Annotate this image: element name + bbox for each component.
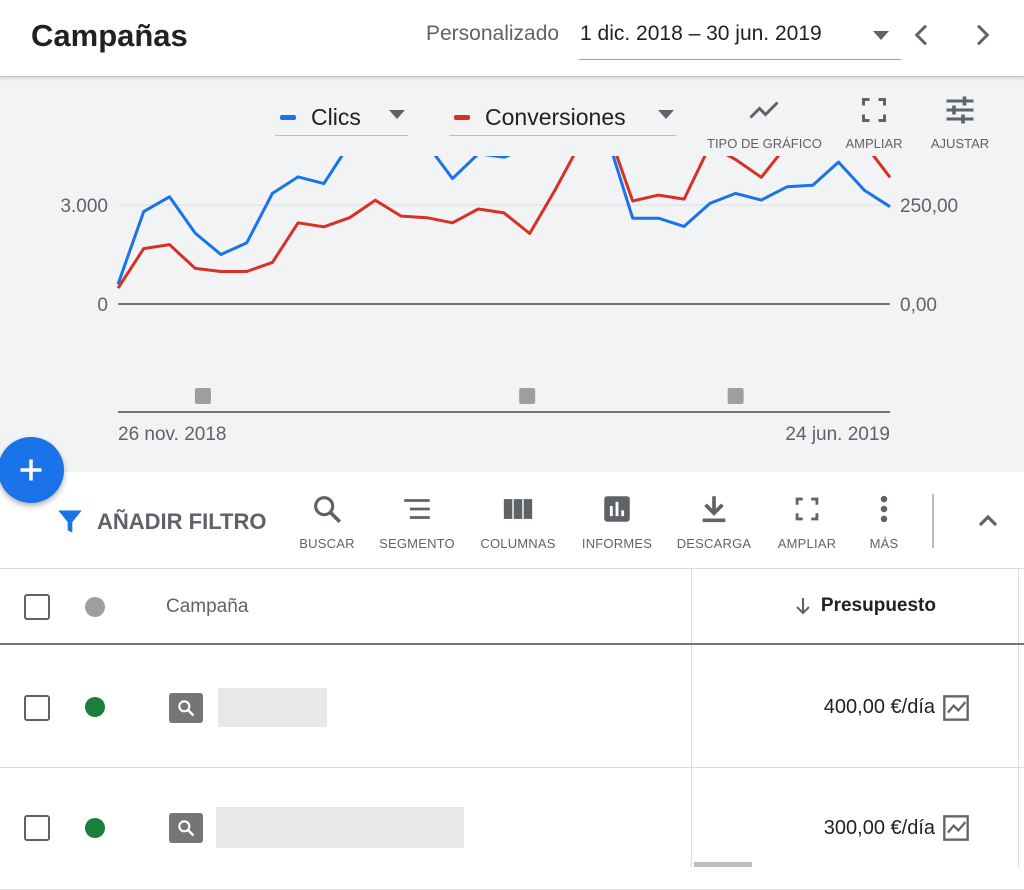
- page-title: Campañas: [31, 18, 188, 53]
- campaign-name-redacted[interactable]: [216, 807, 464, 848]
- chart-type-label: TIPO DE GRÁFICO: [707, 136, 822, 151]
- status-enabled-icon: [85, 818, 105, 838]
- status-enabled-icon: [85, 697, 105, 717]
- fullscreen-icon: [795, 497, 819, 521]
- metric-1-label: Clics: [311, 104, 361, 130]
- chevron-up-icon: [978, 514, 998, 527]
- columns-icon: [503, 499, 533, 519]
- sort-arrow-down-icon: [796, 598, 810, 615]
- table-row[interactable]: 300,00 €/día: [0, 769, 1024, 890]
- column-header-campaign[interactable]: Campaña: [166, 596, 249, 617]
- performance-chart-panel: Clics Conversiones TIPO DE GRÁFICO AMPLI…: [0, 78, 1024, 472]
- x-start-label: 26 nov. 2018: [118, 424, 226, 445]
- search-button[interactable]: BUSCAR: [296, 492, 358, 556]
- filter-icon: [58, 510, 82, 533]
- chart-adjust-label: AJUSTAR: [930, 136, 990, 151]
- reports-label: INFORMES: [581, 536, 653, 551]
- campaign-name-redacted[interactable]: [218, 688, 327, 727]
- download-button[interactable]: DESCARGA: [674, 492, 754, 556]
- series-line-conversiones: [116, 156, 892, 290]
- chart-adjust-button[interactable]: AJUSTAR: [928, 92, 992, 156]
- column-divider: [1018, 569, 1019, 867]
- metric-1-swatch: [280, 115, 296, 120]
- dropdown-caret-icon: [389, 110, 405, 119]
- status-header-icon: [85, 597, 105, 617]
- row-checkbox[interactable]: [24, 695, 50, 721]
- chevron-right-icon: [976, 24, 990, 46]
- toolbar-divider: [932, 494, 934, 548]
- columns-label: COLUMNAS: [480, 536, 556, 551]
- y-right-tick-label: 250,00: [900, 196, 958, 217]
- segment-label: SEGMENTO: [379, 536, 455, 551]
- fullscreen-button[interactable]: AMPLIAR: [773, 492, 841, 556]
- date-range-value: 1 dic. 2018 – 30 jun. 2019: [580, 22, 822, 45]
- show-chart-icon: [749, 101, 779, 119]
- create-button[interactable]: [0, 437, 64, 503]
- fullscreen-label: AMPLIAR: [777, 536, 837, 551]
- series-line-clics: [116, 156, 891, 285]
- row-checkbox[interactable]: [24, 815, 50, 841]
- columns-button[interactable]: COLUMNAS: [476, 492, 560, 556]
- add-filter-label: AÑADIR FILTRO: [97, 509, 267, 534]
- metric-2-swatch: [454, 115, 470, 120]
- chart-expand-label: AMPLIAR: [845, 136, 903, 151]
- more-button[interactable]: MÁS: [861, 492, 907, 556]
- column-divider: [691, 569, 692, 867]
- chart-expand-button[interactable]: AMPLIAR: [843, 92, 905, 156]
- date-range-type-label: Personalizado: [426, 22, 560, 45]
- annotation-marker[interactable]: [727, 388, 744, 404]
- search-icon: [178, 820, 195, 837]
- tune-icon: [946, 96, 974, 124]
- chart-type-button[interactable]: TIPO DE GRÁFICO: [707, 92, 822, 156]
- metric-2-label: Conversiones: [485, 104, 626, 130]
- column-header-budget[interactable]: Presupuesto: [796, 595, 936, 617]
- table-row[interactable]: 400,00 €/día: [0, 647, 1024, 768]
- annotation-marker[interactable]: [194, 388, 211, 404]
- select-all-checkbox[interactable]: [24, 594, 50, 620]
- top-bar: Campañas Personalizado 1 dic. 2018 – 30 …: [0, 0, 1024, 77]
- table-toolbar: AÑADIR FILTRO BUSCAR SEGMENTO COLUMNAS I…: [0, 472, 1024, 569]
- fullscreen-icon: [862, 98, 886, 122]
- more-label: MÁS: [869, 536, 899, 551]
- budget-chart-icon[interactable]: [942, 814, 970, 842]
- metric-1-select[interactable]: Clics: [275, 100, 408, 136]
- budget-value: 300,00 €/día: [823, 817, 935, 839]
- reports-button[interactable]: INFORMES: [578, 492, 656, 556]
- date-range-select[interactable]: 1 dic. 2018 – 30 jun. 2019: [579, 14, 901, 60]
- next-period-button[interactable]: [966, 19, 998, 51]
- download-icon: [702, 496, 726, 523]
- annotation-marker[interactable]: [519, 388, 536, 404]
- collapse-chart-button[interactable]: [972, 505, 1004, 537]
- y-left-tick-label: 0: [97, 295, 108, 316]
- campaigns-table: Campaña Presupuesto 400,00 €/día 300,00 …: [0, 569, 1024, 890]
- campaign-type-badge: [169, 693, 203, 723]
- reports-icon: [604, 496, 630, 522]
- more-vert-icon: [880, 495, 888, 523]
- budget-chart-icon[interactable]: [942, 694, 970, 722]
- chevron-left-icon: [914, 24, 928, 46]
- metric-2-select[interactable]: Conversiones: [449, 100, 676, 136]
- y-left-tick-label: 3.000: [60, 196, 108, 217]
- x-end-label: 24 jun. 2019: [785, 424, 890, 445]
- segment-button[interactable]: SEGMENTO: [375, 492, 459, 556]
- plus-icon: [20, 459, 42, 481]
- budget-value: 400,00 €/día: [823, 696, 935, 718]
- segment-icon: [404, 499, 430, 519]
- y-right-tick-label: 0,00: [900, 295, 937, 316]
- download-label: DESCARGA: [676, 536, 752, 551]
- table-header: Campaña Presupuesto: [0, 569, 1024, 645]
- horizontal-scrollbar-thumb[interactable]: [694, 862, 752, 867]
- search-icon: [314, 496, 342, 524]
- search-label: BUSCAR: [299, 536, 355, 551]
- dropdown-caret-icon: [658, 110, 674, 119]
- previous-period-button[interactable]: [906, 19, 938, 51]
- dropdown-caret-icon: [873, 31, 889, 40]
- search-icon: [178, 700, 195, 717]
- column-header-budget-label: Presupuesto: [820, 595, 936, 616]
- campaign-type-badge: [169, 813, 203, 843]
